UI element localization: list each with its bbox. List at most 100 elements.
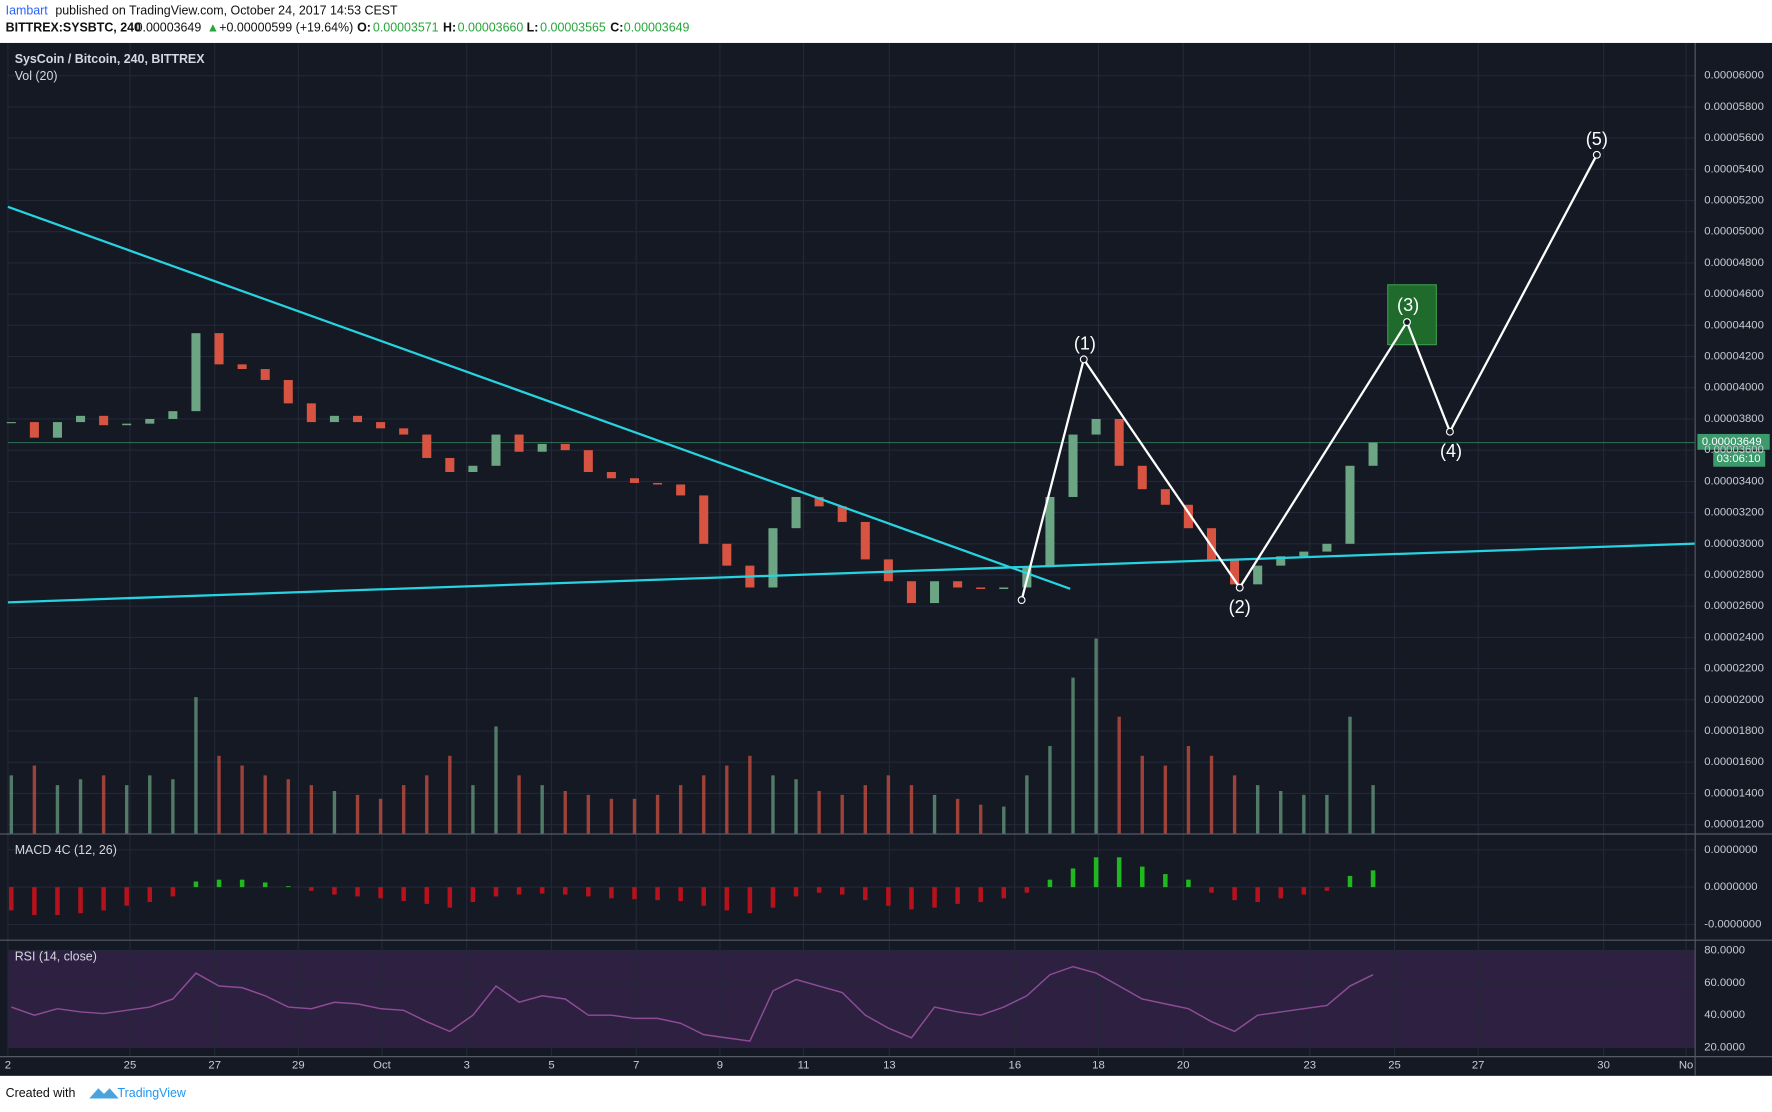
volume-bar bbox=[632, 798, 637, 834]
x-tick-label: 2 bbox=[5, 1060, 11, 1072]
pane-title: SysCoin / Bitcoin, 240, BITTREX bbox=[15, 52, 206, 66]
x-tick-label: 16 bbox=[1009, 1060, 1022, 1072]
macd-bar bbox=[447, 887, 453, 908]
candle bbox=[1091, 418, 1101, 435]
candle bbox=[837, 506, 847, 522]
published: published on TradingView.com, October 24… bbox=[55, 4, 398, 18]
macd-bar bbox=[193, 881, 199, 888]
macd-bar bbox=[216, 879, 222, 888]
h-value: 0.00003660 bbox=[458, 21, 524, 35]
candle bbox=[514, 434, 524, 452]
y-tick-label: 0.00003400 bbox=[1704, 475, 1764, 487]
y-tick-label: 0.00001200 bbox=[1704, 819, 1764, 831]
candle bbox=[191, 333, 201, 412]
candle bbox=[1230, 559, 1240, 585]
volume-bar bbox=[955, 798, 960, 834]
candle bbox=[6, 422, 16, 424]
candle bbox=[445, 457, 455, 473]
macd-bar bbox=[493, 887, 499, 897]
macd-bar bbox=[539, 887, 545, 894]
candle bbox=[676, 484, 686, 496]
y-tick-label: 60.0000 bbox=[1704, 977, 1745, 989]
y-tick-label: -0.0000000 bbox=[1704, 918, 1761, 930]
volume-bar bbox=[125, 785, 129, 834]
macd-bar bbox=[1370, 870, 1376, 888]
candle bbox=[1183, 504, 1193, 529]
volume-bar bbox=[1163, 765, 1168, 834]
volume-bar bbox=[1071, 677, 1075, 834]
candle bbox=[1137, 465, 1147, 490]
macd-bar bbox=[932, 887, 937, 908]
macd-bar bbox=[378, 887, 383, 899]
y-tick-label: 0.00004800 bbox=[1704, 257, 1764, 269]
y-tick-label: 40.0000 bbox=[1704, 1009, 1745, 1021]
candle bbox=[468, 465, 478, 473]
y-tick-label: 0.0000000 bbox=[1704, 844, 1757, 856]
chart-background bbox=[0, 42, 1772, 1076]
y-tick-label: 80.0000 bbox=[1704, 944, 1745, 956]
candle bbox=[930, 581, 940, 604]
macd-bar bbox=[239, 879, 245, 888]
volume-bar bbox=[1279, 790, 1283, 834]
candle bbox=[999, 587, 1009, 590]
volume-bar bbox=[286, 779, 290, 834]
y-tick-label: 0.00001400 bbox=[1704, 787, 1764, 799]
volume-bar bbox=[725, 765, 729, 834]
candle bbox=[1206, 528, 1217, 560]
y-tick-label: 0.00004600 bbox=[1704, 288, 1764, 300]
candle bbox=[1114, 418, 1124, 466]
volume-bar bbox=[378, 798, 383, 834]
volume-bar bbox=[1117, 716, 1121, 834]
volume-bar bbox=[702, 775, 706, 834]
volume-bar bbox=[840, 794, 844, 834]
x-tick-label: 27 bbox=[208, 1060, 221, 1072]
macd-bar bbox=[562, 887, 568, 895]
x-tick-label: 11 bbox=[798, 1060, 810, 1072]
volume-bar bbox=[1232, 775, 1237, 834]
candle bbox=[99, 415, 109, 426]
rsi-title: RSI (14, close) bbox=[15, 949, 97, 963]
y-tick-label: 0.00003600 bbox=[1704, 444, 1764, 456]
candle bbox=[1368, 442, 1378, 466]
volume-bar bbox=[540, 785, 544, 834]
h-label: H: bbox=[443, 21, 456, 35]
volume-bar bbox=[55, 785, 60, 834]
macd-bar bbox=[1278, 887, 1284, 899]
candle bbox=[560, 443, 570, 451]
volume-bar bbox=[909, 785, 914, 834]
y-tick-label: 0.00003800 bbox=[1704, 413, 1764, 425]
o-value: 0.00003571 bbox=[373, 21, 439, 35]
candle bbox=[1322, 543, 1332, 552]
volume-bar bbox=[932, 794, 937, 834]
macd-bar bbox=[1047, 879, 1053, 888]
macd-bar bbox=[424, 887, 430, 904]
wave-point bbox=[1445, 427, 1454, 436]
macd-bar bbox=[909, 887, 914, 910]
macd-bar bbox=[355, 887, 360, 897]
volume-bar bbox=[194, 697, 198, 834]
trend-line bbox=[7, 205, 1071, 590]
macd-bar bbox=[793, 887, 799, 897]
y-tick-label: 0.00005400 bbox=[1704, 163, 1764, 175]
candle bbox=[329, 415, 339, 423]
candle bbox=[214, 333, 224, 365]
countdown: 03:06:10 bbox=[1717, 453, 1761, 465]
volume-bar bbox=[448, 755, 452, 834]
change: +0.00000599 (+19.64%) bbox=[219, 21, 353, 35]
volume-bar bbox=[655, 794, 660, 834]
wave-point bbox=[1592, 150, 1601, 159]
x-tick-label: 20 bbox=[1177, 1060, 1190, 1072]
footer-text: Created with bbox=[6, 1086, 76, 1100]
macd-bar bbox=[955, 887, 960, 904]
author[interactable]: Iambart bbox=[6, 4, 49, 18]
macd-bar bbox=[632, 887, 637, 900]
candle bbox=[1045, 496, 1055, 568]
volume-bar bbox=[217, 755, 221, 834]
y-tick-label: 0.00002600 bbox=[1704, 600, 1764, 612]
rsi-line bbox=[11, 965, 1374, 1042]
x-tick-label: 27 bbox=[1472, 1060, 1485, 1072]
volume-bar bbox=[425, 775, 429, 834]
macd-bar bbox=[1324, 887, 1330, 891]
trend-line bbox=[7, 542, 1696, 604]
footer-brand[interactable]: TradingView bbox=[118, 1086, 186, 1100]
